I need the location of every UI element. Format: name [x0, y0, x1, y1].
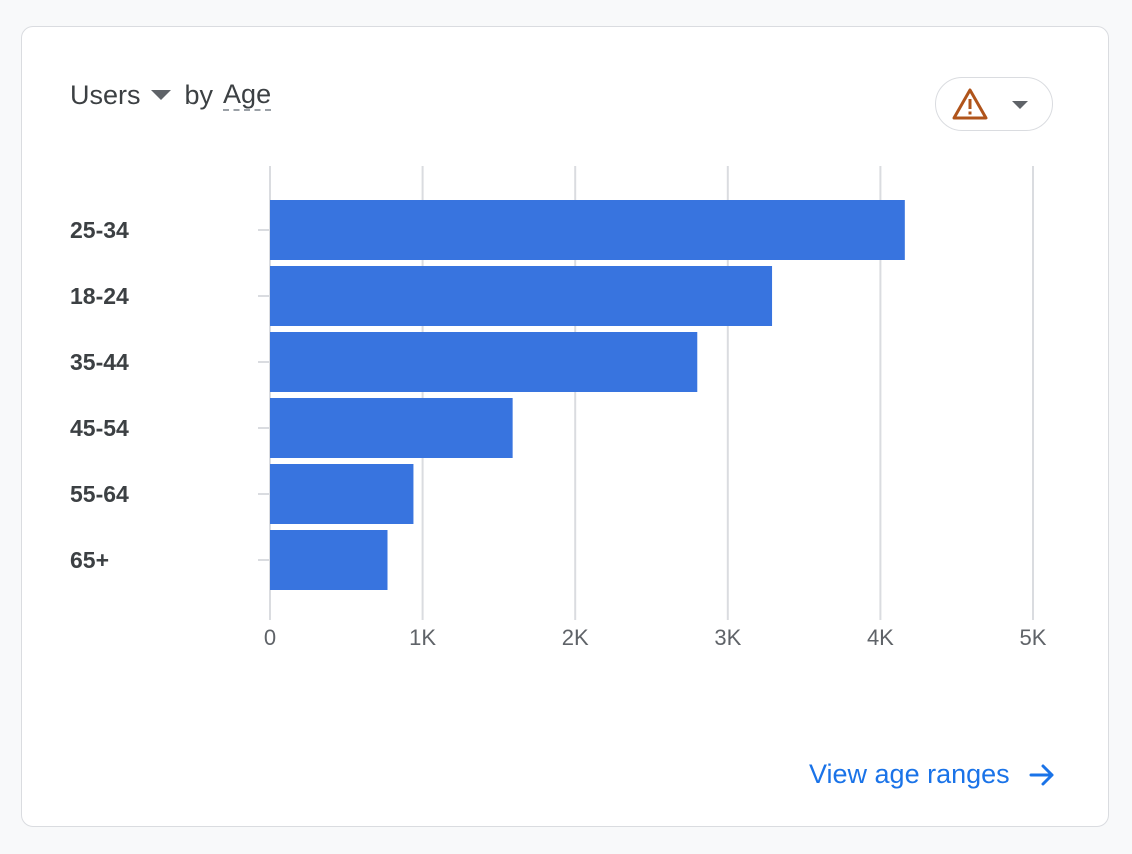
card-header: Users by Age — [70, 79, 272, 111]
y-tick-label: 45-54 — [70, 415, 129, 441]
bar — [270, 200, 905, 260]
metric-label: Users — [70, 79, 141, 110]
caret-down-icon — [150, 90, 171, 100]
y-tick-label: 18-24 — [70, 283, 129, 309]
dimension-dropdown[interactable]: Age — [223, 79, 272, 111]
x-tick-label: 5K — [1020, 625, 1047, 650]
x-tick-label: 4K — [867, 625, 894, 650]
data-quality-warning-button[interactable] — [935, 77, 1053, 131]
y-tick-label: 65+ — [70, 547, 109, 573]
x-tick-label: 2K — [562, 625, 589, 650]
caret-down-icon — [1012, 101, 1028, 109]
bar — [270, 530, 388, 590]
users-by-age-card: Users by Age View age ranges — [21, 26, 1109, 827]
bar — [270, 266, 773, 326]
x-tick-label: 3K — [714, 625, 741, 650]
metric-dropdown[interactable]: Users — [70, 80, 185, 111]
bar — [270, 398, 513, 458]
view-age-ranges-link[interactable]: View age ranges — [809, 759, 1056, 790]
y-tick-label: 35-44 — [70, 349, 129, 375]
y-tick-label: 55-64 — [70, 481, 129, 507]
view-age-ranges-label: View age ranges — [809, 759, 1010, 789]
x-tick-label: 0 — [264, 625, 276, 650]
y-tick-label: 25-34 — [70, 217, 129, 243]
by-label: by — [184, 79, 214, 110]
arrow-right-icon — [1028, 761, 1056, 789]
warning-triangle-icon — [951, 87, 989, 126]
x-tick-label: 1K — [409, 625, 436, 650]
bar — [270, 332, 698, 392]
bar — [270, 464, 414, 524]
